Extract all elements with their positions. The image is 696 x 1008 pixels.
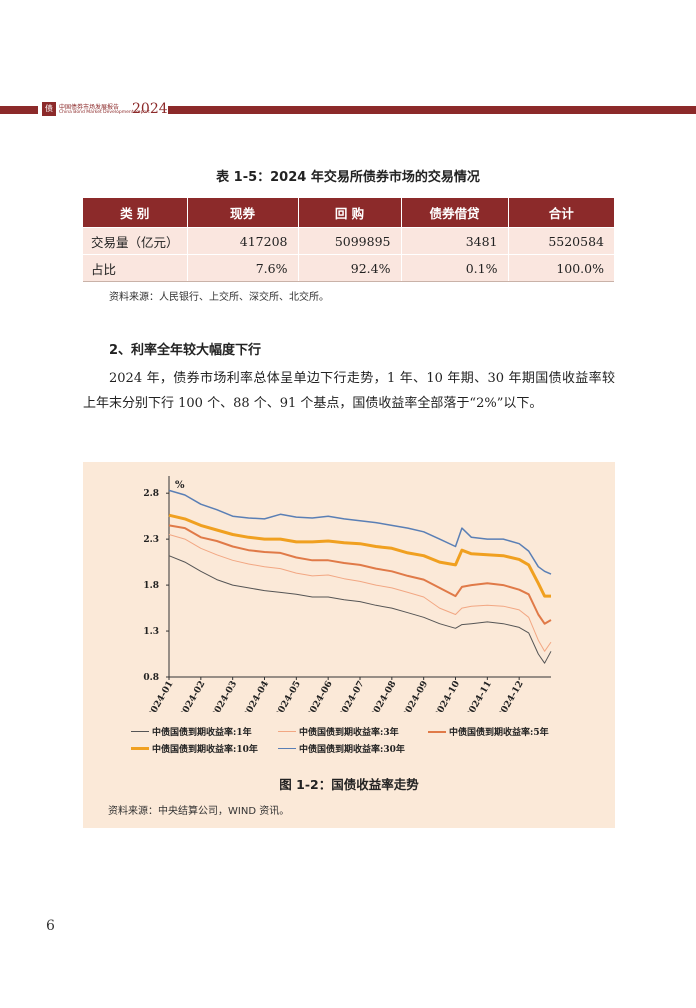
- x-tick-label: 2024-11: [465, 680, 494, 713]
- table-cell: 交易量（亿元）: [83, 227, 188, 255]
- legend-swatch: [131, 731, 149, 732]
- series-line: [168, 489, 552, 575]
- figure-title: 图 1-2：国债收益率走势: [279, 777, 419, 792]
- section-title: 2、利率全年较大幅度下行: [109, 343, 262, 358]
- legend-item: 中债国债到期收益率:5年: [428, 725, 549, 738]
- table-cell: 417208: [187, 227, 299, 255]
- table-cell: 3481: [401, 227, 509, 255]
- table-cell: 0.1%: [401, 254, 509, 282]
- table-cell: 100.0%: [508, 254, 614, 282]
- table-cell: 7.6%: [187, 254, 299, 282]
- table-header: 回 购: [298, 198, 402, 228]
- header-rule-right: [168, 106, 696, 114]
- page-number: 6: [46, 918, 55, 934]
- y-tick-label: 1.3: [143, 627, 159, 637]
- y-unit-label: %: [175, 480, 185, 491]
- table-cell: 92.4%: [298, 254, 402, 282]
- section-paragraph: 2024 年，债券市场利率总体呈单边下行走势，1 年、10 年期、30 年期国债…: [83, 371, 615, 411]
- x-tick-label: 2024-10: [433, 680, 462, 713]
- legend-label: 中债国债到期收益率:1年: [152, 728, 252, 738]
- x-tick-label: 2024-02: [178, 680, 207, 713]
- table-header: 合计: [508, 198, 614, 228]
- x-tick-label: 2024-03: [210, 680, 239, 713]
- x-tick-label: 2024-04: [242, 680, 271, 713]
- legend-swatch: [131, 747, 149, 750]
- legend-label: 中债国债到期收益率:10年: [152, 745, 258, 755]
- table-cell: 占比: [83, 254, 188, 282]
- x-tick-label: 2024-12: [496, 680, 525, 713]
- y-tick-label: 0.8: [143, 673, 159, 683]
- x-tick-label: 2024-05: [274, 680, 303, 713]
- report-logo: 债: [42, 102, 56, 116]
- table-header-row: 类 别 现券 回 购 债券借贷 合计: [83, 198, 614, 228]
- figure-source: 资料来源：中央结算公司，WIND 资讯。: [108, 806, 290, 817]
- table-header: 类 别: [83, 198, 188, 228]
- x-tick-label: 2024-01: [146, 680, 175, 713]
- trade-table: 类 别 现券 回 购 债券借贷 合计 交易量（亿元） 417208 509989…: [83, 198, 614, 282]
- x-tick-label: 2024-09: [401, 680, 430, 713]
- table-row: 占比 7.6% 92.4% 0.1% 100.0%: [83, 254, 614, 282]
- series-line: [168, 524, 552, 625]
- y-tick-label: 2.8: [143, 489, 159, 499]
- figure-panel: % 2.8 2.3 1.8 1.3 0.8 2024-01 2024-02 2024-03 202…: [83, 462, 615, 828]
- legend-swatch: [278, 731, 296, 732]
- header-rule-left: [0, 106, 38, 114]
- table-row: 交易量（亿元） 417208 5099895 3481 5520584: [83, 227, 614, 255]
- report-name-en: China Bond Market Development Report: [59, 110, 150, 115]
- table-header: 现券: [187, 198, 299, 228]
- report-name-cn: 中国债券市场发展报告: [59, 104, 120, 111]
- table-cell: 5520584: [508, 227, 614, 255]
- table-cell: 5099895: [298, 227, 402, 255]
- table-header: 债券借贷: [401, 198, 509, 228]
- series-line: [168, 534, 552, 652]
- legend-swatch: [278, 748, 296, 749]
- x-tick-label: 2024-07: [337, 680, 366, 713]
- table-source: 资料来源：人民银行、上交所、深交所、北交所。: [109, 292, 329, 303]
- y-tick-label: 1.8: [143, 581, 159, 591]
- x-tick-label: 2024-08: [369, 680, 398, 713]
- legend-label: 中债国债到期收益率:30年: [299, 745, 405, 755]
- legend-item: 中债国债到期收益率:1年: [131, 725, 252, 738]
- legend-label: 中债国债到期收益率:3年: [299, 728, 399, 738]
- series-line: [168, 513, 551, 598]
- legend-item: 中债国债到期收益率:10年: [131, 742, 258, 755]
- legend-item: 中债国债到期收益率:30年: [278, 742, 405, 755]
- legend-swatch: [428, 730, 446, 733]
- series-line: [168, 555, 552, 664]
- report-year: 2024: [132, 101, 168, 117]
- legend-item: 中债国债到期收益率:3年: [278, 725, 399, 738]
- x-tick-label: 2024-06: [305, 680, 334, 713]
- y-tick-label: 2.3: [143, 535, 159, 545]
- legend-label: 中债国债到期收益率:5年: [449, 728, 549, 738]
- table-title: 表 1-5：2024 年交易所债券市场的交易情况: [216, 170, 480, 185]
